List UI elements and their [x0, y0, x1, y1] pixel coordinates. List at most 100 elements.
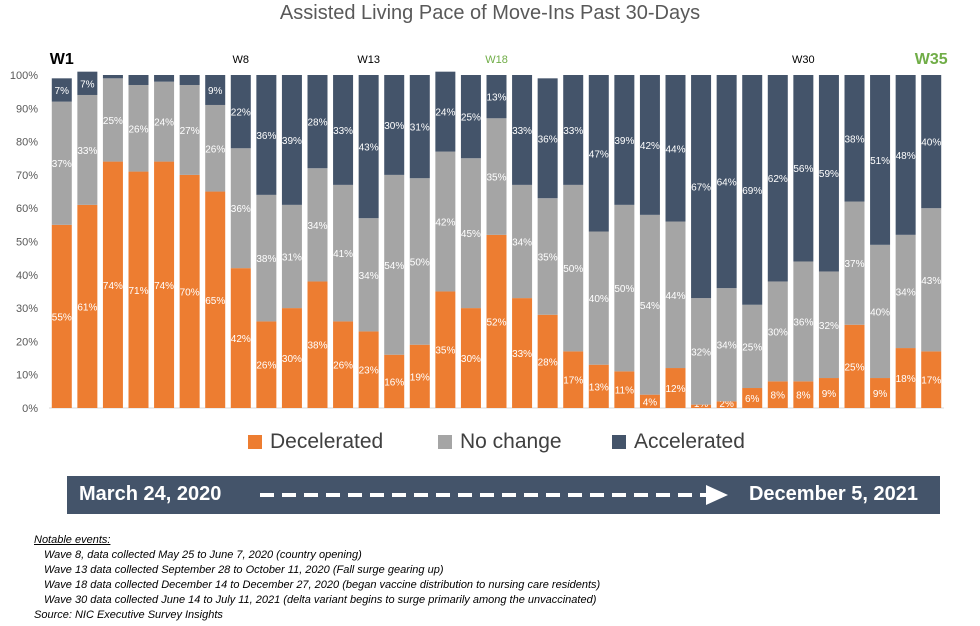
bar-segment-accelerated: [256, 75, 277, 195]
timeline-end-date: December 5, 2021: [748, 483, 918, 505]
data-label: 67%: [691, 183, 711, 194]
data-label: 62%: [768, 174, 788, 185]
bar-segment-decelerated: [870, 378, 891, 408]
bar-segment-decelerated: [818, 378, 839, 408]
data-label: 30%: [768, 327, 788, 338]
bar-segment-decelerated: [384, 354, 405, 408]
bar-segment-no-change: [358, 218, 379, 332]
bar-segment-no-change: [818, 271, 839, 379]
data-label: 24%: [154, 118, 174, 129]
bar-segment-accelerated: [154, 75, 175, 82]
bar-segment-no-change: [102, 78, 123, 162]
data-label: 44%: [665, 144, 685, 155]
data-label: 65%: [205, 296, 225, 307]
data-label: 16%: [384, 377, 404, 388]
data-label: 33%: [512, 126, 532, 137]
legend-item-decelerated: Decelerated: [248, 430, 383, 454]
data-label: 61%: [77, 302, 97, 313]
data-label: 30%: [461, 354, 481, 365]
data-label: 28%: [307, 118, 327, 129]
y-tick-label: 100%: [10, 70, 38, 82]
bar-segment-decelerated: [614, 371, 635, 408]
data-label: 36%: [538, 134, 558, 145]
bar-segment-no-change: [333, 184, 354, 322]
bar-segment-decelerated: [537, 314, 558, 408]
data-label: 39%: [614, 136, 634, 147]
bar-segment-no-change: [563, 184, 584, 352]
notes-title: Notable events:: [34, 534, 111, 546]
bar-segment-accelerated: [921, 75, 942, 209]
bar-segment-accelerated: [230, 75, 251, 149]
data-label: 25%: [844, 362, 864, 373]
legend-swatch-decelerated: [248, 435, 262, 449]
data-label: 17%: [921, 376, 941, 387]
data-label: 11%: [615, 386, 634, 397]
data-label: 32%: [691, 347, 711, 358]
data-label: 7%: [55, 86, 70, 97]
notable-events: Notable events: Wave 8, data collected M…: [34, 533, 600, 623]
data-label: 13%: [486, 93, 506, 104]
bar-segment-decelerated: [51, 224, 72, 408]
bar-segment-accelerated: [51, 78, 72, 102]
y-tick-label: 30%: [16, 303, 38, 315]
data-label: 45%: [461, 229, 481, 240]
data-label: 26%: [205, 144, 225, 155]
bar-segment-accelerated: [281, 75, 302, 205]
timeline-start-date: March 24, 2020: [79, 483, 222, 505]
bar-segment-decelerated: [77, 204, 98, 408]
data-label: 36%: [256, 131, 276, 142]
bar-segment-decelerated: [767, 381, 788, 408]
bar-segment-no-change: [537, 198, 558, 315]
data-label: 33%: [333, 126, 353, 137]
data-label: 25%: [103, 116, 123, 127]
data-label: 32%: [819, 321, 839, 332]
bar-segment-no-change: [205, 104, 226, 192]
wave-label: W18: [485, 54, 508, 66]
data-label: 30%: [384, 121, 404, 132]
data-label: 35%: [435, 346, 455, 357]
legend-label-no-change: No change: [460, 430, 562, 453]
bar-segment-decelerated: [333, 321, 354, 408]
data-label: 28%: [538, 357, 558, 368]
data-label: 47%: [589, 149, 609, 160]
data-label: 50%: [410, 257, 430, 268]
bar-segment-decelerated: [179, 174, 200, 408]
data-label: 18%: [896, 374, 916, 385]
y-tick-label: 80%: [16, 137, 38, 149]
data-label: 39%: [282, 136, 302, 147]
bar-segment-accelerated: [384, 75, 405, 175]
data-label: 13%: [589, 382, 609, 393]
data-label: 6%: [745, 394, 760, 405]
data-label: 26%: [256, 361, 276, 372]
bar-segment-no-change: [230, 148, 251, 269]
bar-segment-decelerated: [665, 368, 686, 408]
data-label: 9%: [873, 389, 888, 400]
timeline-banner: March 24, 2020 December 5, 2021: [67, 476, 940, 514]
bar-segment-decelerated: [563, 351, 584, 408]
wave-label: W13: [357, 54, 380, 66]
data-label: 9%: [208, 86, 223, 97]
data-label: 42%: [435, 218, 455, 229]
bar-segment-no-change: [307, 168, 328, 282]
data-label: 55%: [52, 312, 72, 323]
wave-label: W35: [915, 51, 948, 68]
data-label: 59%: [819, 169, 839, 180]
dashed-arrow-icon: [260, 485, 728, 505]
legend-label-accelerated: Accelerated: [634, 430, 745, 453]
bar-segment-accelerated: [716, 75, 737, 289]
legend-swatch-accelerated: [612, 435, 626, 449]
legend-item-accelerated: Accelerated: [612, 430, 745, 454]
bar-segment-no-change: [844, 201, 865, 325]
chart-title: Assisted Living Pace of Move-Ins Past 30…: [279, 2, 701, 24]
bar-segment-no-change: [409, 178, 430, 345]
data-label: 70%: [180, 287, 200, 298]
bar-segment-decelerated: [742, 388, 763, 408]
bar-segment-accelerated: [77, 71, 98, 95]
bar-segment-no-change: [614, 204, 635, 372]
bar-segment-decelerated: [588, 364, 609, 408]
data-label: 34%: [896, 287, 916, 298]
bar-segment-accelerated: [102, 75, 123, 79]
bar-segment-no-change: [767, 281, 788, 382]
data-label: 26%: [128, 124, 148, 135]
bar-segment-no-change: [921, 208, 942, 352]
